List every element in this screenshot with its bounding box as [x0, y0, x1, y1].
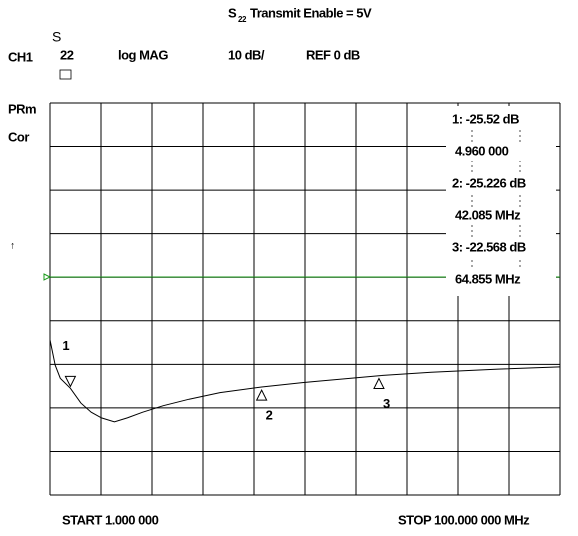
- plot: 1 2 3: [49, 338, 561, 423]
- prm: PRm: [8, 101, 36, 116]
- marker-triangle: [64, 375, 77, 388]
- readout-bg: [446, 106, 556, 296]
- readout-text-bg: [449, 175, 553, 193]
- param-sub: 22: [60, 47, 74, 62]
- start: START 1.000 000: [62, 512, 159, 527]
- marker-triangle: [255, 388, 268, 401]
- title-sub: 22: [238, 15, 247, 24]
- status-icon: [59, 69, 72, 80]
- marker-readout: 1: -25.52 dB: [452, 111, 519, 126]
- marker-triangle: [373, 377, 385, 390]
- readout-text-bg: [452, 207, 550, 225]
- marker-stimulus: 4.960 000: [455, 143, 509, 158]
- param-s: S: [52, 29, 61, 45]
- cor: Cor: [8, 129, 29, 144]
- arrow: ↑: [10, 241, 15, 252]
- marker-readout: 3: -22.568 dB: [452, 239, 526, 254]
- marker-label: 2: [266, 408, 273, 423]
- marker-label: 1: [62, 338, 69, 353]
- stop: STOP 100.000 000 MHz: [398, 512, 530, 527]
- scale: 10 dB/: [228, 47, 265, 62]
- title-s: S: [228, 5, 237, 20]
- marker-label: 3: [383, 396, 390, 411]
- trace: [49, 339, 561, 423]
- format: log MAG: [118, 47, 168, 62]
- channel: CH1: [8, 49, 33, 64]
- marker-readouts: 1: -25.52 dB 4.960 000 2: -25.226 dB 42.085…: [446, 106, 556, 296]
- marker-stimulus: 64.855 MHz: [455, 271, 521, 286]
- readout-text-bg: [452, 143, 550, 161]
- ref: REF 0 dB: [306, 47, 360, 62]
- readout-text-bg: [449, 111, 553, 129]
- marker-stimulus: 42.085 MHz: [455, 207, 521, 222]
- marker-readout: 2: -25.226 dB: [452, 175, 526, 190]
- readout-text-bg: [449, 239, 553, 257]
- title-rest: Transmit Enable = 5V: [250, 5, 372, 20]
- reference-marker: [43, 273, 52, 281]
- readout-text-bg: [452, 271, 550, 289]
